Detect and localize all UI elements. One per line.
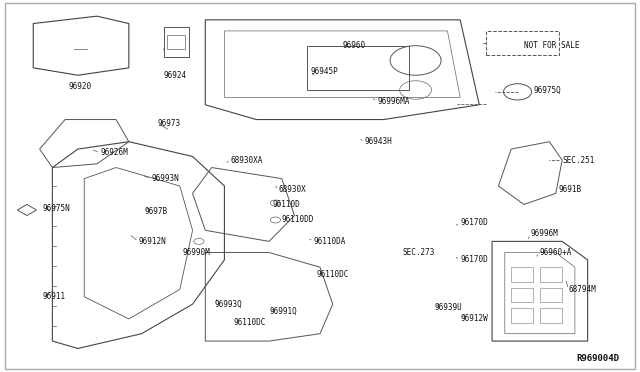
Text: SEC.251: SEC.251 [562,155,595,165]
Bar [540,267,562,282]
Text: 96993N: 96993N [151,174,179,183]
Text: 96993Q: 96993Q [215,300,243,309]
Text: 96110DC: 96110DC [234,318,266,327]
Text: 96960: 96960 [342,41,365,50]
Text: 96996MA: 96996MA [378,97,410,106]
Text: 96170D: 96170D [460,255,488,264]
Text: 96973: 96973 [157,119,180,128]
Bar [511,288,534,302]
Bar [486,31,559,55]
Text: 96939U: 96939U [435,303,463,312]
Bar [511,267,534,282]
Text: 96912N: 96912N [138,237,166,246]
Text: 96996M: 96996M [531,230,558,238]
Bar [540,308,562,323]
Text: 96110DA: 96110DA [314,237,346,246]
Text: SEC.273: SEC.273 [403,248,435,257]
Text: 96945P: 96945P [310,67,338,76]
Text: NOT FOR SALE: NOT FOR SALE [524,41,579,50]
Text: 9697B: 9697B [145,207,168,217]
Text: 96990M: 96990M [183,248,211,257]
Text: 96110DC: 96110DC [317,270,349,279]
Text: 96975N: 96975N [43,203,70,213]
Text: 96926M: 96926M [100,148,128,157]
Text: 96943H: 96943H [365,137,392,146]
Text: 96924: 96924 [164,71,187,80]
Text: 68930X: 68930X [278,185,307,194]
Text: 96920: 96920 [68,82,92,91]
Text: 96170D: 96170D [460,218,488,227]
Text: 96110DD: 96110DD [282,215,314,224]
Text: R969004D: R969004D [577,354,620,363]
Text: 96991Q: 96991Q [269,307,297,316]
Text: 96960+A: 96960+A [540,248,572,257]
Bar [511,308,534,323]
Text: 68794M: 68794M [568,285,596,294]
Text: 96912W: 96912W [460,314,488,323]
Text: 9691B: 9691B [559,185,582,194]
Bar [540,288,562,302]
Bar [307,46,409,90]
Text: 68930XA: 68930XA [231,155,263,165]
Text: 96110D: 96110D [272,200,300,209]
Text: 96911: 96911 [43,292,66,301]
Text: 96975Q: 96975Q [534,86,561,94]
